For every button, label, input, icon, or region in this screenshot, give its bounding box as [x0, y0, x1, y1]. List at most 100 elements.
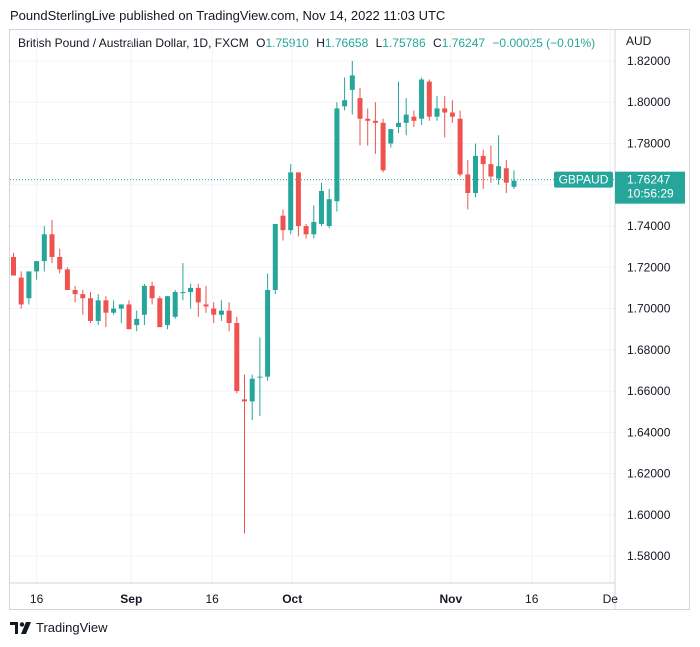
candle [57, 248, 63, 274]
candle-body [141, 285, 147, 315]
candle-body [326, 199, 332, 227]
legend-high-key: H [316, 36, 325, 50]
candle-body [372, 120, 378, 123]
y-tick-label: 1.74000 [627, 219, 671, 233]
candle-body [496, 166, 502, 179]
candle-body [226, 310, 232, 324]
candle [372, 102, 378, 154]
candle [49, 219, 55, 264]
candle-body [88, 298, 93, 321]
candle [295, 172, 301, 237]
candle-body [419, 79, 425, 119]
candle-body [249, 378, 255, 402]
candle-body [380, 122, 386, 171]
candle [503, 159, 509, 194]
candle [18, 271, 24, 309]
candle-body [272, 223, 278, 290]
x-axis-ticks: 16 Sep 16 Oct Nov 16 De [30, 592, 618, 606]
candle-body [11, 256, 16, 276]
candle [72, 285, 78, 303]
candle-body [103, 300, 109, 313]
candle [403, 98, 409, 136]
candle-body [211, 308, 217, 315]
candle [211, 302, 217, 324]
candle-body [280, 215, 286, 231]
candle-body [111, 308, 117, 313]
y-tick-label: 1.62000 [627, 467, 671, 481]
candle-body [449, 112, 455, 117]
y-tick-label: 1.68000 [627, 343, 671, 357]
candle-body [488, 164, 494, 177]
x-tick-label: De [603, 592, 619, 606]
candle [349, 60, 355, 115]
candle-body [257, 376, 263, 378]
candle [34, 261, 40, 280]
candle [419, 77, 425, 125]
footer: TradingView [10, 620, 108, 635]
candle [465, 159, 471, 210]
candle-body [480, 155, 486, 165]
candle-body [72, 289, 78, 295]
y-tick-label: 1.82000 [627, 54, 671, 68]
chart-frame [9, 29, 690, 610]
footer-brand: TradingView [36, 620, 108, 635]
candle [134, 310, 140, 332]
candle-body [126, 304, 132, 330]
candle-body [411, 116, 417, 121]
candle [288, 164, 294, 235]
candle-body [149, 285, 155, 299]
candle-body [95, 300, 101, 321]
candle-body [426, 81, 432, 117]
candle-body [195, 287, 201, 303]
candle-body [203, 304, 209, 307]
candle [242, 374, 247, 534]
candle-body [180, 292, 186, 294]
candle [41, 226, 47, 272]
legend-symbol: British Pound / Australian Dollar, 1D, F… [18, 36, 249, 50]
candle [426, 79, 432, 121]
price-tag: 1.76247 10:56:29 [615, 171, 685, 204]
publisher-line: PoundSterlingLive published on TradingVi… [10, 8, 446, 23]
y-tick-label: 1.58000 [627, 549, 671, 563]
legend-open-value: 1.75910 [265, 36, 309, 50]
candle [280, 209, 286, 241]
candle-body [157, 298, 163, 328]
candle-body [26, 271, 32, 299]
candle [257, 337, 263, 416]
candle [26, 271, 32, 305]
x-tick-label: Nov [440, 592, 463, 606]
candle-body [434, 108, 440, 117]
candle [488, 145, 494, 183]
candle [272, 223, 278, 295]
x-tick-label: 16 [205, 592, 219, 606]
candle-body [357, 98, 363, 119]
candle [103, 296, 109, 328]
candle [388, 129, 394, 148]
candle-body [242, 399, 247, 402]
candle [203, 285, 209, 313]
x-tick-label: Sep [120, 592, 142, 606]
candle-body [41, 234, 47, 262]
candle [319, 182, 324, 227]
candle [218, 300, 224, 321]
legend-close-value: 1.76247 [441, 36, 486, 50]
candle-body [473, 155, 478, 194]
tradingview-logo-icon [10, 621, 31, 634]
candle-body [288, 172, 294, 231]
candle-body [457, 118, 463, 175]
candle-body [172, 292, 178, 317]
candle-body [403, 114, 409, 123]
candle [303, 223, 309, 239]
candle [334, 102, 340, 212]
x-tick-label: 16 [30, 592, 44, 606]
candle [64, 267, 70, 290]
legend-high-value: 1.76658 [324, 36, 369, 50]
currency-label: AUD [626, 34, 652, 48]
legend-close-key: C [433, 36, 442, 50]
candle-body [342, 100, 348, 107]
candle-body [134, 318, 140, 326]
candle-body [295, 172, 301, 227]
candle [95, 294, 101, 326]
candle-body [319, 190, 324, 224]
